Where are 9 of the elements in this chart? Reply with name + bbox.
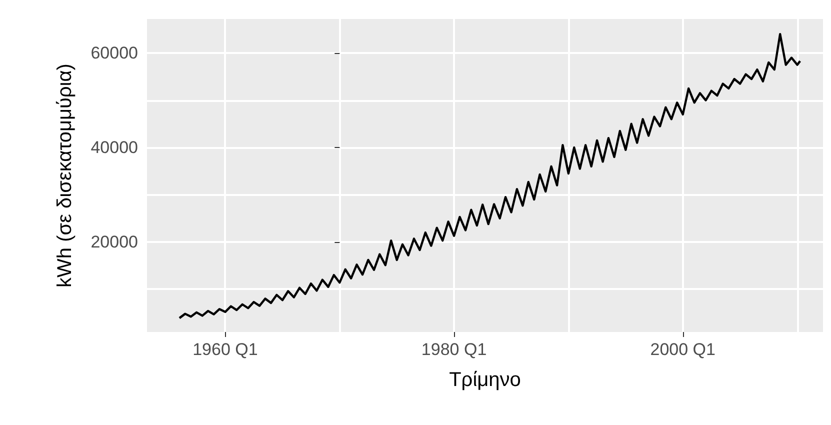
x-tick-label: 1980 Q1 — [421, 340, 487, 359]
y-axis-title: kWh (σε δισεκατομμύρια) — [54, 64, 76, 288]
x-tick-label: 2000 Q1 — [650, 340, 716, 359]
line-series — [178, 33, 802, 320]
x-tick-label: 1960 Q1 — [192, 340, 258, 359]
y-tick-label: 20000 — [90, 232, 138, 252]
x-axis-title: Τρίμηνο — [449, 369, 521, 391]
y-tick-label: 60000 — [90, 44, 138, 63]
y-tick-label: 40000 — [90, 138, 138, 158]
